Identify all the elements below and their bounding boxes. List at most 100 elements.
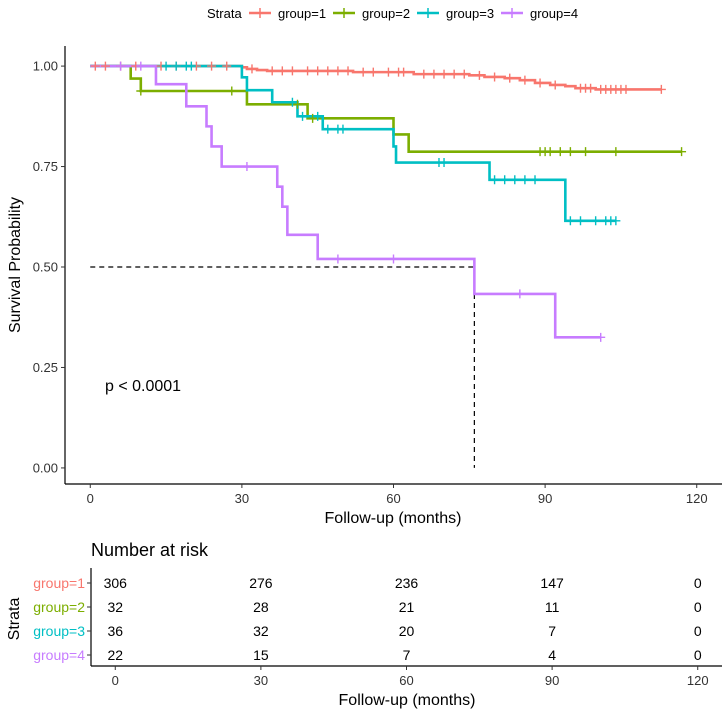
censor-mark	[161, 61, 171, 71]
censor-mark	[368, 67, 378, 77]
censor-mark	[227, 86, 237, 96]
censor-mark	[136, 86, 146, 96]
risk-count: 32	[253, 623, 269, 639]
censor-mark	[550, 80, 560, 90]
censor-mark	[90, 61, 100, 71]
risk-count: 0	[694, 623, 702, 639]
censor-mark	[100, 61, 110, 71]
censor-mark	[186, 61, 196, 71]
censor-mark	[303, 66, 313, 76]
risk-count: 22	[107, 647, 123, 663]
km-curve-group-3	[90, 64, 616, 223]
risk-count: 0	[694, 599, 702, 615]
censor-mark	[333, 66, 343, 76]
risk-count: 20	[399, 623, 415, 639]
censor-mark	[222, 61, 232, 71]
censor-mark	[292, 99, 302, 109]
risk-table-y-label: Strata	[6, 598, 23, 641]
risk-count: 276	[249, 575, 273, 591]
risk-row-group-3: group=3 36 32 20 7 0	[33, 623, 702, 639]
risk-count: 7	[403, 647, 411, 663]
censor-mark	[535, 78, 545, 88]
legend-label: group=2	[362, 6, 410, 21]
risk-x-tick-label: 120	[687, 673, 709, 688]
risk-row-label: group=1	[33, 575, 85, 591]
legend-item-group-3: group=3	[417, 6, 494, 21]
censor-mark	[383, 67, 393, 77]
censor-mark	[419, 69, 429, 79]
risk-count: 236	[395, 575, 419, 591]
risk-row-group-4: group=4 22 15 7 4 0	[33, 647, 702, 663]
y-tick-label: 0.00	[33, 460, 58, 475]
legend-item-group-2: group=2	[333, 6, 410, 21]
censor-mark	[621, 84, 631, 94]
censor-mark	[323, 124, 333, 134]
legend-label: group=3	[446, 6, 494, 21]
km-curve-group-1	[90, 64, 662, 91]
censor-mark	[591, 216, 601, 226]
censor-mark	[287, 66, 297, 76]
risk-row-label: group=3	[33, 623, 85, 639]
x-axis-label: Follow-up (months)	[325, 510, 462, 527]
censor-mark	[449, 69, 459, 79]
risk-count: 306	[104, 575, 128, 591]
censor-mark	[565, 216, 575, 226]
risk-table-x-label: Follow-up (months)	[339, 692, 476, 709]
legend-item-group-4: group=4	[501, 6, 578, 21]
x-tick-label: 120	[686, 491, 708, 506]
risk-count: 32	[107, 599, 123, 615]
censor-mark	[520, 75, 530, 85]
censor-mark	[333, 254, 343, 264]
legend-label: group=1	[278, 6, 326, 21]
censor-mark	[505, 73, 515, 83]
y-tick-label: 0.75	[33, 159, 58, 174]
censor-mark	[611, 147, 621, 157]
risk-count: 36	[107, 623, 123, 639]
risk-count: 0	[694, 575, 702, 591]
censor-mark	[136, 61, 146, 71]
censor-mark	[313, 66, 323, 76]
legend-title: Strata	[207, 6, 242, 21]
censor-mark	[207, 61, 217, 71]
x-tick-label: 90	[538, 491, 552, 506]
censor-mark	[287, 97, 297, 107]
censor-mark	[656, 84, 666, 94]
censor-mark	[399, 67, 409, 77]
censor-mark	[474, 70, 484, 80]
risk-count: 28	[253, 599, 269, 615]
censor-mark	[677, 147, 687, 157]
x-tick-label: 30	[235, 491, 249, 506]
legend-item-group-1: group=1	[249, 6, 326, 21]
censor-mark	[515, 289, 525, 299]
risk-row-group-1: group=1 306 276 236 147 0	[33, 575, 702, 591]
risk-x-tick-label: 60	[399, 673, 413, 688]
km-curve-group-2	[90, 64, 682, 153]
risk-count: 21	[399, 599, 415, 615]
censor-mark	[358, 67, 368, 77]
censor-mark	[500, 175, 510, 185]
censor-mark	[267, 66, 277, 76]
censor-mark	[530, 175, 540, 185]
censor-mark	[323, 66, 333, 76]
km-curve-group-4	[90, 64, 601, 339]
risk-count: 147	[540, 575, 564, 591]
x-tick-label: 60	[386, 491, 400, 506]
censor-mark	[510, 175, 520, 185]
risk-row-group-2: group=2 32 28 21 11 0	[33, 599, 702, 615]
risk-table: Number at risk group=1 306 276 236 147 0group…	[6, 540, 722, 709]
censor-mark	[389, 254, 398, 264]
y-axis-label: Survival Probability	[7, 197, 24, 333]
censor-mark	[338, 124, 348, 134]
censor-mark	[439, 69, 449, 79]
censor-mark	[459, 69, 469, 79]
censor-mark	[555, 147, 565, 157]
risk-count: 4	[548, 647, 556, 663]
risk-x-tick-label: 30	[254, 673, 268, 688]
censor-mark	[575, 216, 585, 226]
risk-count: 0	[694, 647, 702, 663]
censor-mark	[171, 61, 181, 71]
censor-mark	[116, 61, 126, 71]
survival-plot: 0.00 0.25 0.50 0.75 1.00 0 30 60 90 120 p < 0.000…	[7, 46, 722, 527]
censor-mark	[545, 147, 555, 157]
